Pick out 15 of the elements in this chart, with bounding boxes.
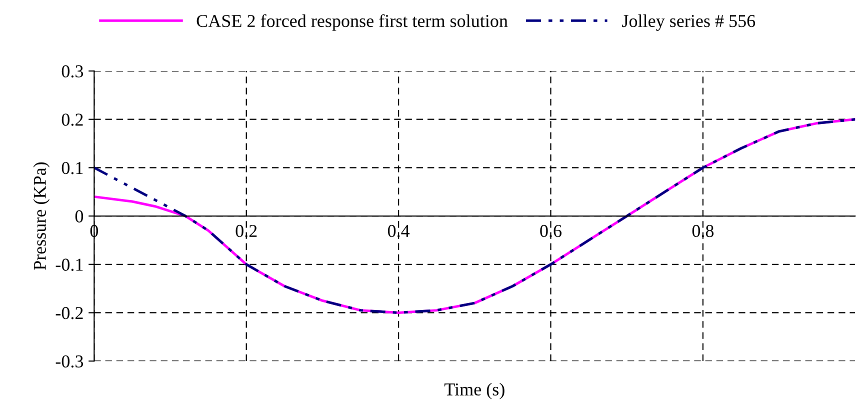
- x-tick-label: 0.2: [236, 224, 257, 238]
- legend-label: CASE 2 forced response first term solution: [196, 14, 508, 31]
- y-tick-label: 0.3: [62, 65, 84, 78]
- x-tick-label: 0.8: [692, 224, 714, 238]
- y-axis-title: Pressure (KPa): [33, 162, 50, 270]
- y-tick-label: -0.2: [56, 306, 83, 320]
- legend-label: Jolley series # 556: [622, 14, 756, 31]
- y-tick-label: -0.3: [56, 355, 84, 368]
- x-axis-title: Time (s): [444, 382, 504, 400]
- x-tick-label: 0.4: [388, 224, 410, 238]
- y-tick-label: 0.1: [62, 162, 83, 174]
- x-tick-label: 0.6: [540, 224, 562, 238]
- y-tick-label: 0: [75, 210, 84, 222]
- y-tick-label: 0.2: [62, 114, 83, 126]
- y-tick-label: -0.1: [56, 258, 83, 271]
